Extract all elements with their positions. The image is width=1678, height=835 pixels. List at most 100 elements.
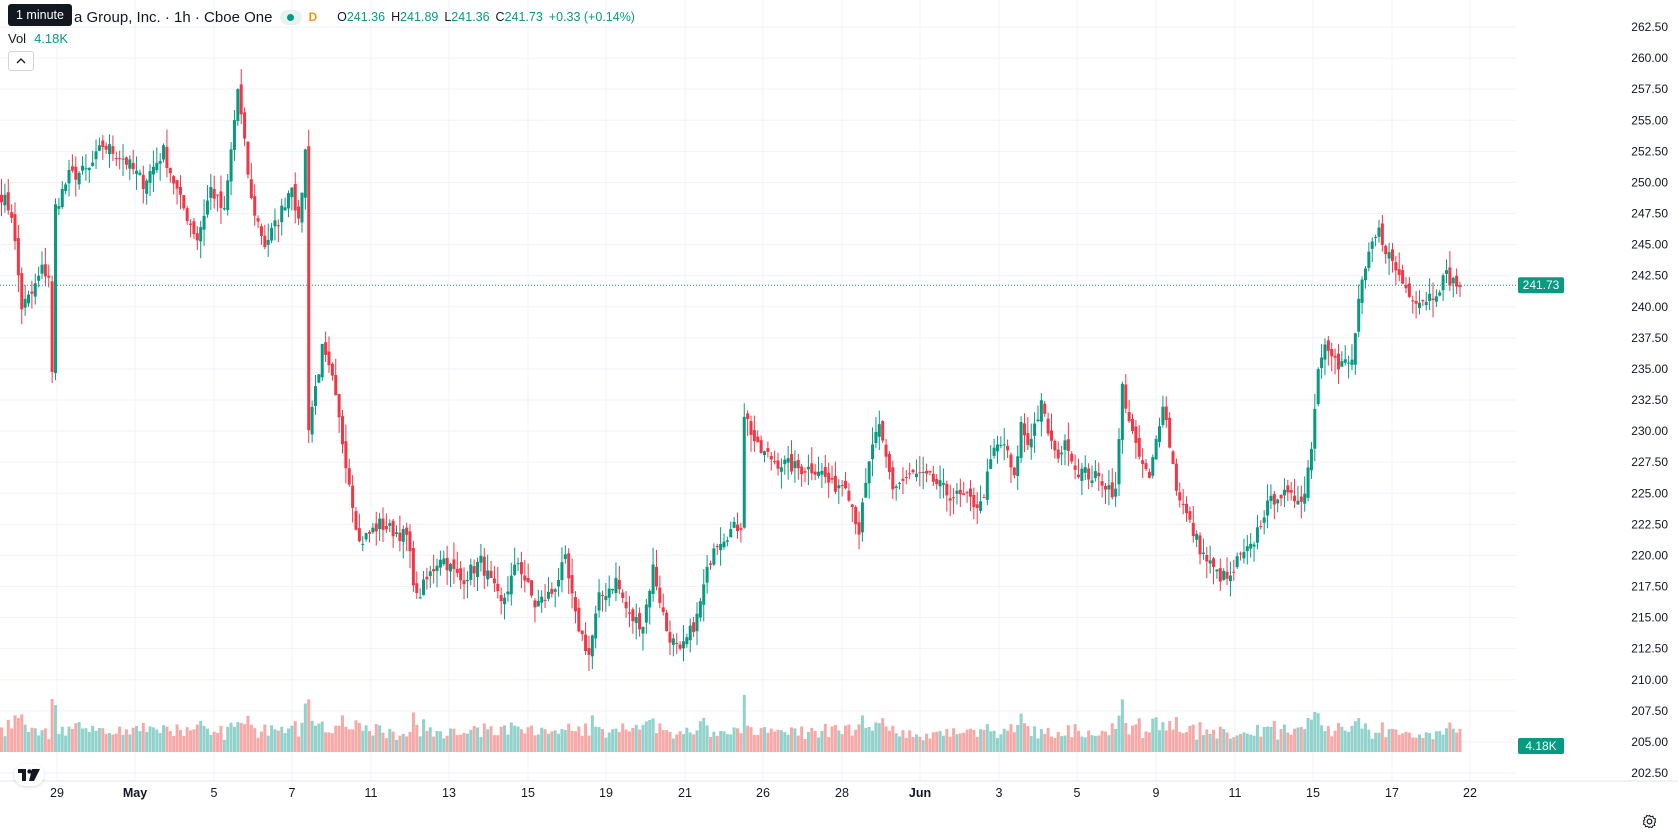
candle-body	[114, 158, 118, 160]
candle-body	[337, 394, 341, 418]
candle-body	[324, 342, 328, 355]
candle-body	[1458, 285, 1462, 288]
volume-bar	[1063, 735, 1067, 752]
candle-body	[219, 191, 223, 208]
collapse-legend-button[interactable]	[8, 51, 34, 71]
volume-bar	[189, 730, 193, 752]
market-status-icon[interactable]	[280, 9, 303, 25]
volume-bar	[175, 724, 179, 752]
volume-bar	[864, 728, 868, 752]
volume-bar	[631, 728, 635, 752]
candle-body	[506, 591, 510, 595]
candle-body	[43, 264, 47, 277]
volume-bar	[1060, 736, 1064, 752]
candle-body	[1309, 448, 1313, 471]
candle-body	[1363, 268, 1367, 281]
candle-body	[1438, 292, 1442, 296]
candle-body	[692, 622, 696, 633]
candle-body	[216, 194, 220, 196]
price-tick-label: 210.00	[1631, 673, 1668, 687]
candle-body	[1222, 570, 1226, 580]
volume-bar	[584, 723, 588, 752]
volume-bar	[168, 731, 172, 752]
volume-bar	[1424, 732, 1428, 752]
volume-bar	[796, 735, 800, 752]
candle-body	[499, 595, 503, 602]
volume-bar	[54, 705, 58, 752]
volume-bar	[1036, 738, 1040, 752]
candle-body	[330, 363, 334, 376]
candle-body	[1141, 460, 1145, 464]
volume-bar	[374, 724, 378, 752]
volume-bar	[692, 734, 696, 752]
candle-body	[1212, 558, 1216, 568]
volume-bar	[1296, 727, 1300, 752]
volume-bar	[340, 715, 344, 752]
candle-body	[982, 497, 986, 499]
volume-bar	[462, 732, 466, 752]
volume-bar	[820, 730, 824, 752]
symbol-legend[interactable]: a Group, Inc. · 1h · Cboe One D O 241.36 …	[8, 6, 635, 28]
volume-bar	[1384, 737, 1388, 752]
candle-body	[536, 600, 540, 607]
volume-bar	[1110, 723, 1114, 752]
volume-bar	[182, 735, 186, 752]
volume-bar	[199, 720, 203, 752]
volume-bar	[1374, 732, 1378, 752]
gear-icon[interactable]	[1640, 812, 1658, 830]
candle-body	[401, 529, 405, 542]
volume-bar	[1198, 722, 1202, 752]
volume-bar	[1407, 732, 1411, 752]
time-axis[interactable]: 29 May 5 7 11 13 15 19 21 26 28 Jun 3 5 9 11 15 17 22	[50, 786, 1477, 800]
volume-legend[interactable]: Vol 4.18K	[8, 31, 68, 46]
volume-bar	[911, 737, 915, 752]
candle-body	[388, 523, 392, 526]
price-tick-label: 260.00	[1631, 51, 1668, 65]
volume-bar	[995, 737, 999, 752]
volume-bar	[307, 699, 311, 752]
volume-bar	[759, 728, 763, 752]
volume-bar	[344, 726, 348, 752]
volume-bar	[1279, 729, 1283, 752]
volume-bar	[719, 731, 723, 752]
volume-bar	[364, 725, 368, 752]
volume-bar	[1323, 731, 1327, 752]
candle-body	[151, 166, 155, 175]
volume-bar	[1431, 739, 1435, 752]
candle-body	[634, 616, 638, 623]
volume-bar	[283, 733, 287, 752]
volume-bar	[37, 735, 41, 752]
candle-body	[364, 533, 368, 540]
volume-bar	[216, 732, 220, 752]
candle-body	[1262, 517, 1266, 523]
volume-bar	[887, 730, 891, 752]
volume-bar	[1006, 730, 1010, 752]
volume-bar	[313, 725, 317, 752]
candle-body	[884, 444, 888, 457]
symbol-title[interactable]: a Group, Inc. · 1h · Cboe One	[74, 8, 273, 26]
volume-bar	[1107, 735, 1111, 752]
volume-bar	[570, 730, 574, 752]
volume-bar	[1336, 722, 1340, 752]
candle-body	[1360, 279, 1364, 303]
data-source-badge[interactable]: D	[308, 10, 318, 24]
volume-bar	[118, 726, 122, 752]
price-axis[interactable]: 262.50 260.00 257.50 255.00 252.50 250.00 247.…	[1631, 20, 1668, 780]
candle-body	[752, 430, 756, 442]
candle-body	[958, 489, 962, 495]
volume-bar	[712, 731, 716, 752]
candle-body	[492, 578, 496, 584]
candle-body	[1174, 463, 1178, 491]
volume-bar	[1066, 725, 1070, 752]
candle-body	[415, 583, 419, 593]
candle-body	[871, 444, 875, 460]
volume-bar	[43, 728, 47, 752]
candle-body	[422, 579, 426, 596]
volume-bar	[1191, 724, 1195, 752]
candle-body	[654, 566, 658, 587]
candle-body	[776, 460, 780, 469]
candle-body	[925, 470, 929, 474]
tradingview-logo-icon[interactable]	[14, 764, 44, 786]
volume-bar	[1033, 726, 1037, 752]
